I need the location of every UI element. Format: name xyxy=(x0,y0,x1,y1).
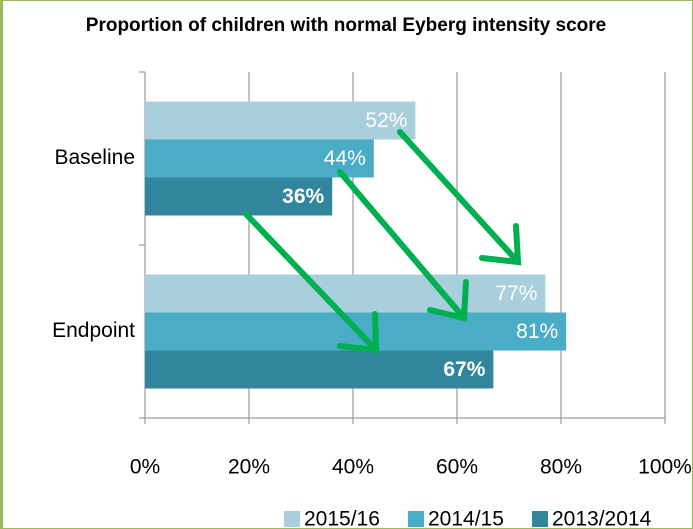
data-label: 81% xyxy=(516,320,558,343)
y-tick-label: Endpoint xyxy=(52,319,135,342)
data-label: 44% xyxy=(324,147,366,170)
data-label: 52% xyxy=(365,109,407,132)
data-label: 67% xyxy=(443,358,485,381)
arrow xyxy=(397,129,521,265)
arrow xyxy=(337,169,467,321)
legend-label: 2015/16 xyxy=(304,508,380,529)
bar xyxy=(145,101,416,140)
arrow xyxy=(243,211,379,353)
legend-swatch xyxy=(532,511,548,527)
data-label: 36% xyxy=(282,185,324,208)
bar xyxy=(145,350,494,389)
x-tick-label: 100% xyxy=(638,456,692,479)
x-tick-label: 20% xyxy=(228,456,270,479)
legend-swatch xyxy=(284,511,300,527)
data-label: 77% xyxy=(495,282,537,305)
x-tick-label: 60% xyxy=(436,456,478,479)
legend-label: 2014/15 xyxy=(428,508,504,529)
x-tick-label: 40% xyxy=(332,456,374,479)
chart-title: Proportion of children with normal Eyber… xyxy=(85,15,607,36)
x-tick-label: 80% xyxy=(540,456,582,479)
bar xyxy=(145,274,546,313)
arrow-head xyxy=(337,311,380,354)
plot: 0% 20% 40% 60% 80% 100% Baseline 52% 44%36% Endpo… xyxy=(52,71,692,529)
bar xyxy=(145,177,333,216)
legend-label: 2013/2014 xyxy=(552,508,652,529)
border-left xyxy=(0,0,3,529)
arrow-head xyxy=(479,223,522,266)
bar xyxy=(145,139,374,178)
arrows xyxy=(243,129,522,354)
arrow-head xyxy=(427,279,469,322)
legend-swatch xyxy=(408,511,424,527)
x-tick-label: 0% xyxy=(130,456,160,479)
y-tick-label: Baseline xyxy=(54,146,135,169)
